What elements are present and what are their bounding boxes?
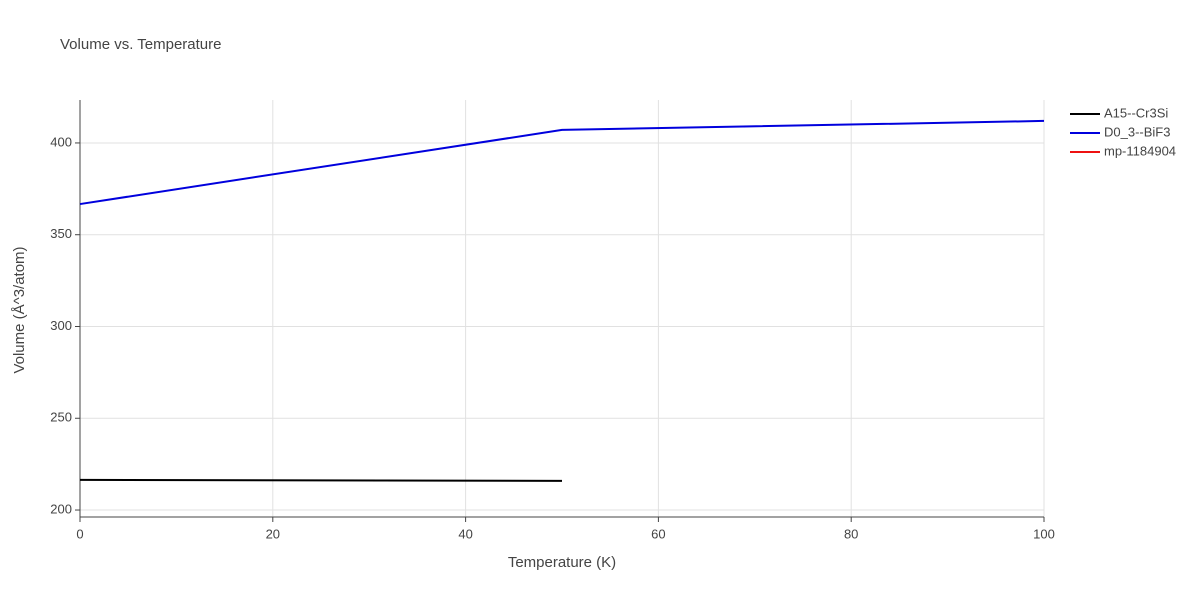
x-tick-label: 60 (651, 526, 665, 541)
series-line (79, 478, 563, 482)
x-tick-label: 40 (458, 526, 472, 541)
y-tick-label: 350 (50, 226, 72, 241)
x-tick-label: 0 (76, 526, 83, 541)
y-axis-label: Volume (Å^3/atom) (11, 246, 28, 373)
legend-label: mp-1184904 (1104, 143, 1176, 158)
y-tick-label: 300 (50, 318, 72, 333)
y-tick-label: 200 (50, 501, 72, 516)
legend-label: D0_3--BiF3 (1104, 124, 1170, 139)
x-axis-label: Temperature (K) (508, 554, 616, 571)
x-tick-label: 20 (266, 526, 280, 541)
legend-label: A15--Cr3Si (1104, 105, 1168, 120)
chart-title: Volume vs. Temperature (60, 36, 221, 53)
y-tick-label: 250 (50, 410, 72, 425)
x-tick-label: 100 (1033, 526, 1055, 541)
series-line (79, 119, 1045, 206)
x-tick-label: 80 (844, 526, 858, 541)
y-tick-label: 400 (50, 134, 72, 149)
